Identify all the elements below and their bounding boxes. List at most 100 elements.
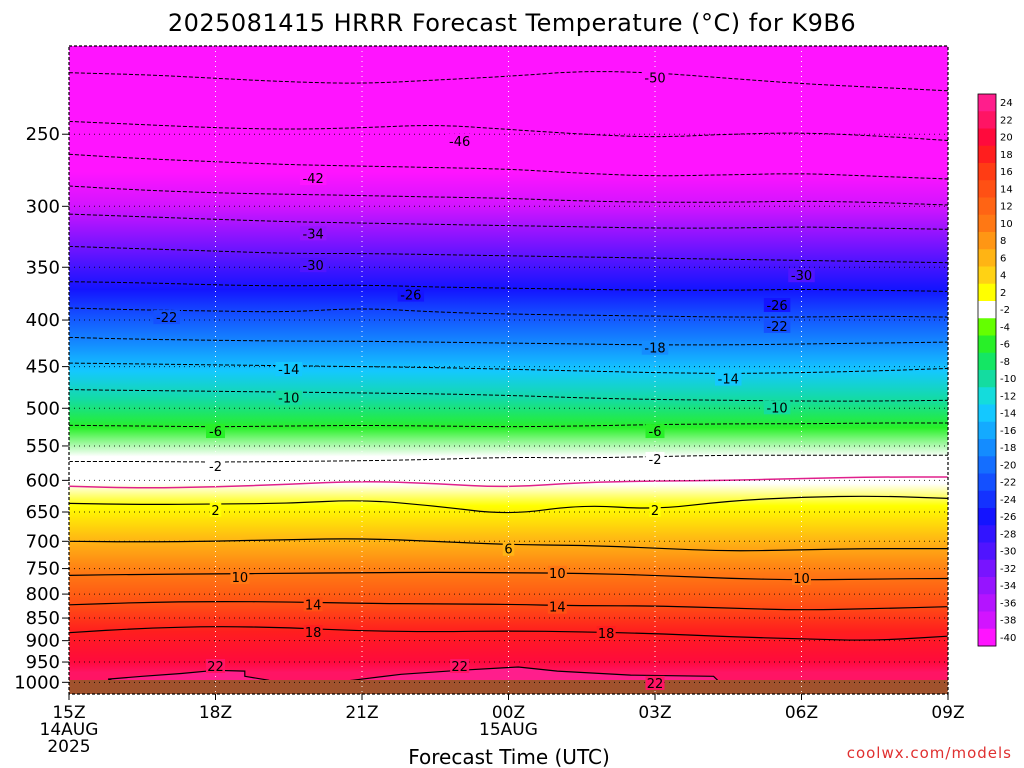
colorbar-label: -16 <box>1000 426 1016 437</box>
colorbar-label: -30 <box>1000 547 1016 558</box>
colorbar-label: -8 <box>1000 357 1010 368</box>
credit-link[interactable]: coolwx.com/models <box>847 744 1012 762</box>
colorbar-swatch <box>978 232 996 250</box>
contour-label: 22 <box>451 660 468 675</box>
isotherm--18 <box>69 336 948 346</box>
contour-label-bg <box>645 675 665 690</box>
colorbar-swatch <box>978 559 996 578</box>
isotherm--2 <box>69 454 948 463</box>
contour-label-bg <box>502 541 515 556</box>
contour-label-bg <box>547 599 567 614</box>
y-axis: 2503003504004505005506006507007508008509… <box>14 124 69 693</box>
contour-label-bg <box>299 171 327 186</box>
colorbar-label: 4 <box>1000 271 1006 282</box>
y-tick-label: 850 <box>26 608 60 629</box>
x-tick-label: 15AUG <box>479 720 538 740</box>
colorbar-label: 18 <box>1000 150 1013 161</box>
colorbar-swatch <box>978 542 996 561</box>
colorbar-swatch <box>978 335 996 354</box>
colorbar-swatch <box>978 508 996 526</box>
contour-label: -46 <box>449 135 470 150</box>
colorbar-label: 2 <box>1000 288 1006 299</box>
y-tick-label: 450 <box>26 357 60 378</box>
contour-label: -26 <box>766 299 787 314</box>
colorbar-swatch <box>978 594 996 612</box>
chart-title: 2025081415 HRRR Forecast Temperature (°C… <box>168 9 856 37</box>
contour-label-bg <box>649 502 661 517</box>
colorbar-label: -34 <box>1000 581 1016 592</box>
contour-label-bg <box>206 658 225 673</box>
contour-label: 10 <box>793 572 810 587</box>
colorbar-label: -26 <box>1000 512 1016 523</box>
contour-label-bg <box>547 565 567 580</box>
colorbar-label: -4 <box>1000 322 1010 333</box>
contour-label-bg <box>763 400 791 415</box>
x-axis-label: Forecast Time (UTC) <box>408 745 610 768</box>
contour-label: 14 <box>305 598 322 613</box>
x-tick-label: 09Z <box>931 703 964 723</box>
colorbar-label: 16 <box>1000 167 1013 178</box>
colorbar-swatch <box>978 404 996 423</box>
colorbar-swatch <box>978 525 996 543</box>
colorbar-label: -14 <box>1000 409 1016 420</box>
contour-label-bg <box>641 340 669 355</box>
x-tick-label: 14AUG <box>40 720 99 740</box>
y-tick-label: 350 <box>26 257 60 278</box>
contour-label-bg <box>763 297 791 312</box>
colorbar-swatch <box>978 439 996 457</box>
y-tick-label: 800 <box>26 584 60 605</box>
isotherm--6 <box>69 422 948 428</box>
isotherm--46 <box>69 120 948 141</box>
contour-label-bg <box>446 134 473 149</box>
contour-label: -50 <box>644 71 665 86</box>
colorbar-swatch <box>978 145 996 164</box>
colorbar-swatch <box>978 163 996 181</box>
y-tick-label: 900 <box>26 631 60 652</box>
colorbar-label: -6 <box>1000 340 1010 351</box>
colorbar-swatch <box>978 577 996 595</box>
contour-label-bg <box>763 318 791 333</box>
colorbar-swatch <box>978 249 996 267</box>
y-tick-label: 600 <box>26 470 60 491</box>
colorbar-label: 12 <box>1000 202 1013 213</box>
contour-label: -26 <box>400 289 421 304</box>
colorbar-label: -28 <box>1000 529 1016 540</box>
y-tick-label: 700 <box>26 531 60 552</box>
colorbar-swatch <box>978 421 996 440</box>
contour-label-bg <box>206 424 225 439</box>
y-tick-label: 550 <box>26 436 60 457</box>
colorbar-label: -32 <box>1000 564 1016 575</box>
contour-label: -14 <box>278 363 299 378</box>
colorbar-swatch <box>978 473 996 492</box>
contour-label: -42 <box>303 172 324 187</box>
isotherm-18 <box>69 626 948 641</box>
colorbar-label: -10 <box>1000 374 1016 385</box>
colorbar-label: 6 <box>1000 253 1006 264</box>
contour-label-bg <box>641 70 669 85</box>
x-tick-label: 18Z <box>199 703 232 723</box>
contour-label-bg <box>275 362 302 377</box>
contour-label: 22 <box>647 677 664 692</box>
plot-area: -50-46-42-34-30-30-26-26-22-22-18-14-14-… <box>68 45 949 695</box>
contour-label: -6 <box>649 425 662 440</box>
y-tick-label: 950 <box>26 652 60 673</box>
colorbar-label: -36 <box>1000 598 1016 609</box>
y-tick-label: 300 <box>26 196 60 217</box>
colorbar-swatch <box>978 318 996 336</box>
x-tick-label: 2025 <box>47 737 90 757</box>
y-tick-label: 400 <box>26 310 60 331</box>
contour-labels: -50-46-42-34-30-30-26-26-22-22-18-14-14-… <box>153 70 815 692</box>
colorbar-swatch <box>978 197 996 216</box>
x-tick-label: 06Z <box>785 703 818 723</box>
colorbar-label: -18 <box>1000 443 1016 454</box>
x-tick-label: 00Z <box>492 703 525 723</box>
colorbar-swatch <box>978 283 996 302</box>
contour-label: 6 <box>504 543 512 558</box>
contour-label-bg <box>303 597 323 612</box>
colorbar-label: 24 <box>1000 98 1013 109</box>
colorbar-label: -2 <box>1000 305 1010 316</box>
contour-label: -10 <box>766 401 787 416</box>
contour-label-bg <box>230 569 250 584</box>
colorbar-label: -22 <box>1000 478 1016 489</box>
